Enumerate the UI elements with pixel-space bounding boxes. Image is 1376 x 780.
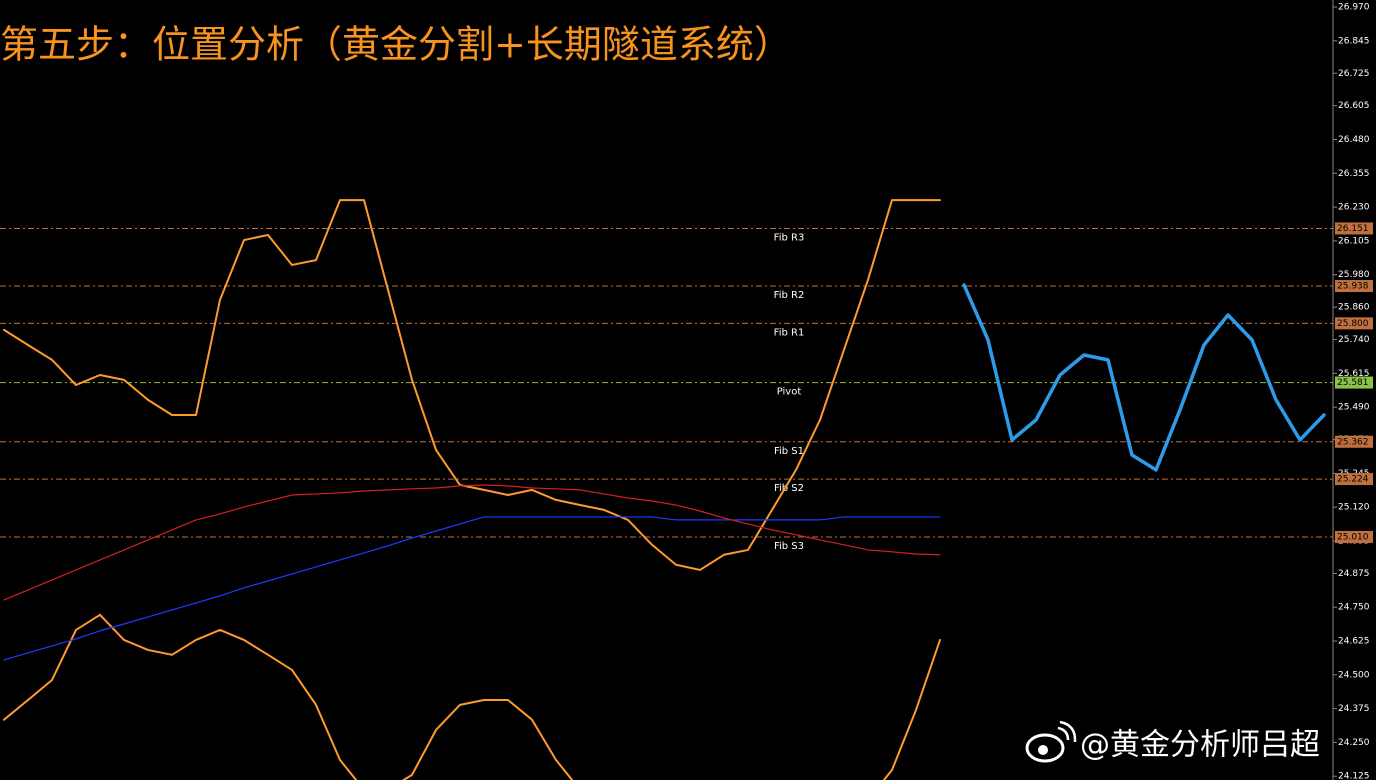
- y-tick-label: 26.355: [1338, 169, 1370, 179]
- y-tick-label: 24.750: [1338, 603, 1370, 613]
- chart-title: 第五步：位置分析（黄金分割+长期隧道系统）: [0, 23, 792, 67]
- series-line: [3, 199, 941, 571]
- level-name: Fib R2: [774, 290, 805, 301]
- y-tick-label: 24.500: [1338, 670, 1370, 680]
- y-tick-label: 26.230: [1338, 203, 1370, 213]
- y-tick-label: 26.605: [1338, 101, 1370, 111]
- y-tick-label: 25.490: [1338, 403, 1370, 413]
- price-tag: [1335, 473, 1373, 486]
- y-tick-label: 24.875: [1338, 569, 1370, 579]
- y-tick-label: 25.740: [1338, 335, 1370, 345]
- weibo-logo: [1025, 720, 1077, 763]
- price-tag-label: 25.010: [1337, 532, 1369, 542]
- level-name: Pivot: [777, 387, 802, 398]
- level-name: Fib R1: [774, 327, 805, 338]
- y-tick-label: 26.480: [1338, 135, 1370, 145]
- level-name: Fib S2: [774, 483, 804, 494]
- price-axis: 26.970 26.845 26.725 26.605 26.480 26.355 26.2…: [1333, 3, 1373, 780]
- price-tag: [1335, 530, 1373, 543]
- price-tag: [1335, 222, 1373, 235]
- price-tag-label: 25.224: [1337, 475, 1369, 485]
- y-tick-label: 24.625: [1338, 637, 1370, 647]
- price-tag: [1335, 317, 1373, 330]
- series-line: [962, 283, 1326, 472]
- y-tick-label: 25.980: [1338, 270, 1370, 280]
- price-tag-label: 26.151: [1337, 224, 1369, 234]
- price-tag-label: 25.581: [1337, 378, 1369, 388]
- y-tick-label: 25.860: [1338, 303, 1370, 313]
- y-tick-label: 26.845: [1338, 36, 1370, 46]
- price-tag-label: 25.938: [1337, 282, 1369, 292]
- level-name: Fib R3: [774, 232, 805, 243]
- y-tick-label: 24.125: [1338, 772, 1370, 780]
- y-tick-label: 24.250: [1338, 738, 1370, 748]
- price-tag-label: 25.362: [1337, 437, 1369, 447]
- price-tag: [1335, 280, 1373, 293]
- y-tick-label: 25.615: [1338, 369, 1370, 379]
- price-tag-label: 25.800: [1337, 319, 1369, 329]
- plot-area: Fib R3 Fib R2 Fib R1 Pivot Fib S1 Fib S2 Fib S…: [0, 199, 1333, 780]
- y-tick-label: 26.105: [1338, 236, 1370, 246]
- level-name: Fib S3: [774, 541, 804, 552]
- y-tick-label: 25.120: [1338, 503, 1370, 513]
- watermark: @黄金分析师吕超: [1080, 728, 1320, 763]
- y-tick-label: 26.970: [1338, 3, 1370, 13]
- price-tag: [1335, 376, 1373, 389]
- series-line: [3, 613, 941, 780]
- level-name: Fib S1: [774, 446, 804, 457]
- series-line: [3, 484, 941, 601]
- y-tick-label: 26.725: [1338, 69, 1370, 79]
- series-line: [3, 516, 941, 661]
- y-tick-label: 24.375: [1338, 704, 1370, 714]
- price-tag: [1335, 435, 1373, 448]
